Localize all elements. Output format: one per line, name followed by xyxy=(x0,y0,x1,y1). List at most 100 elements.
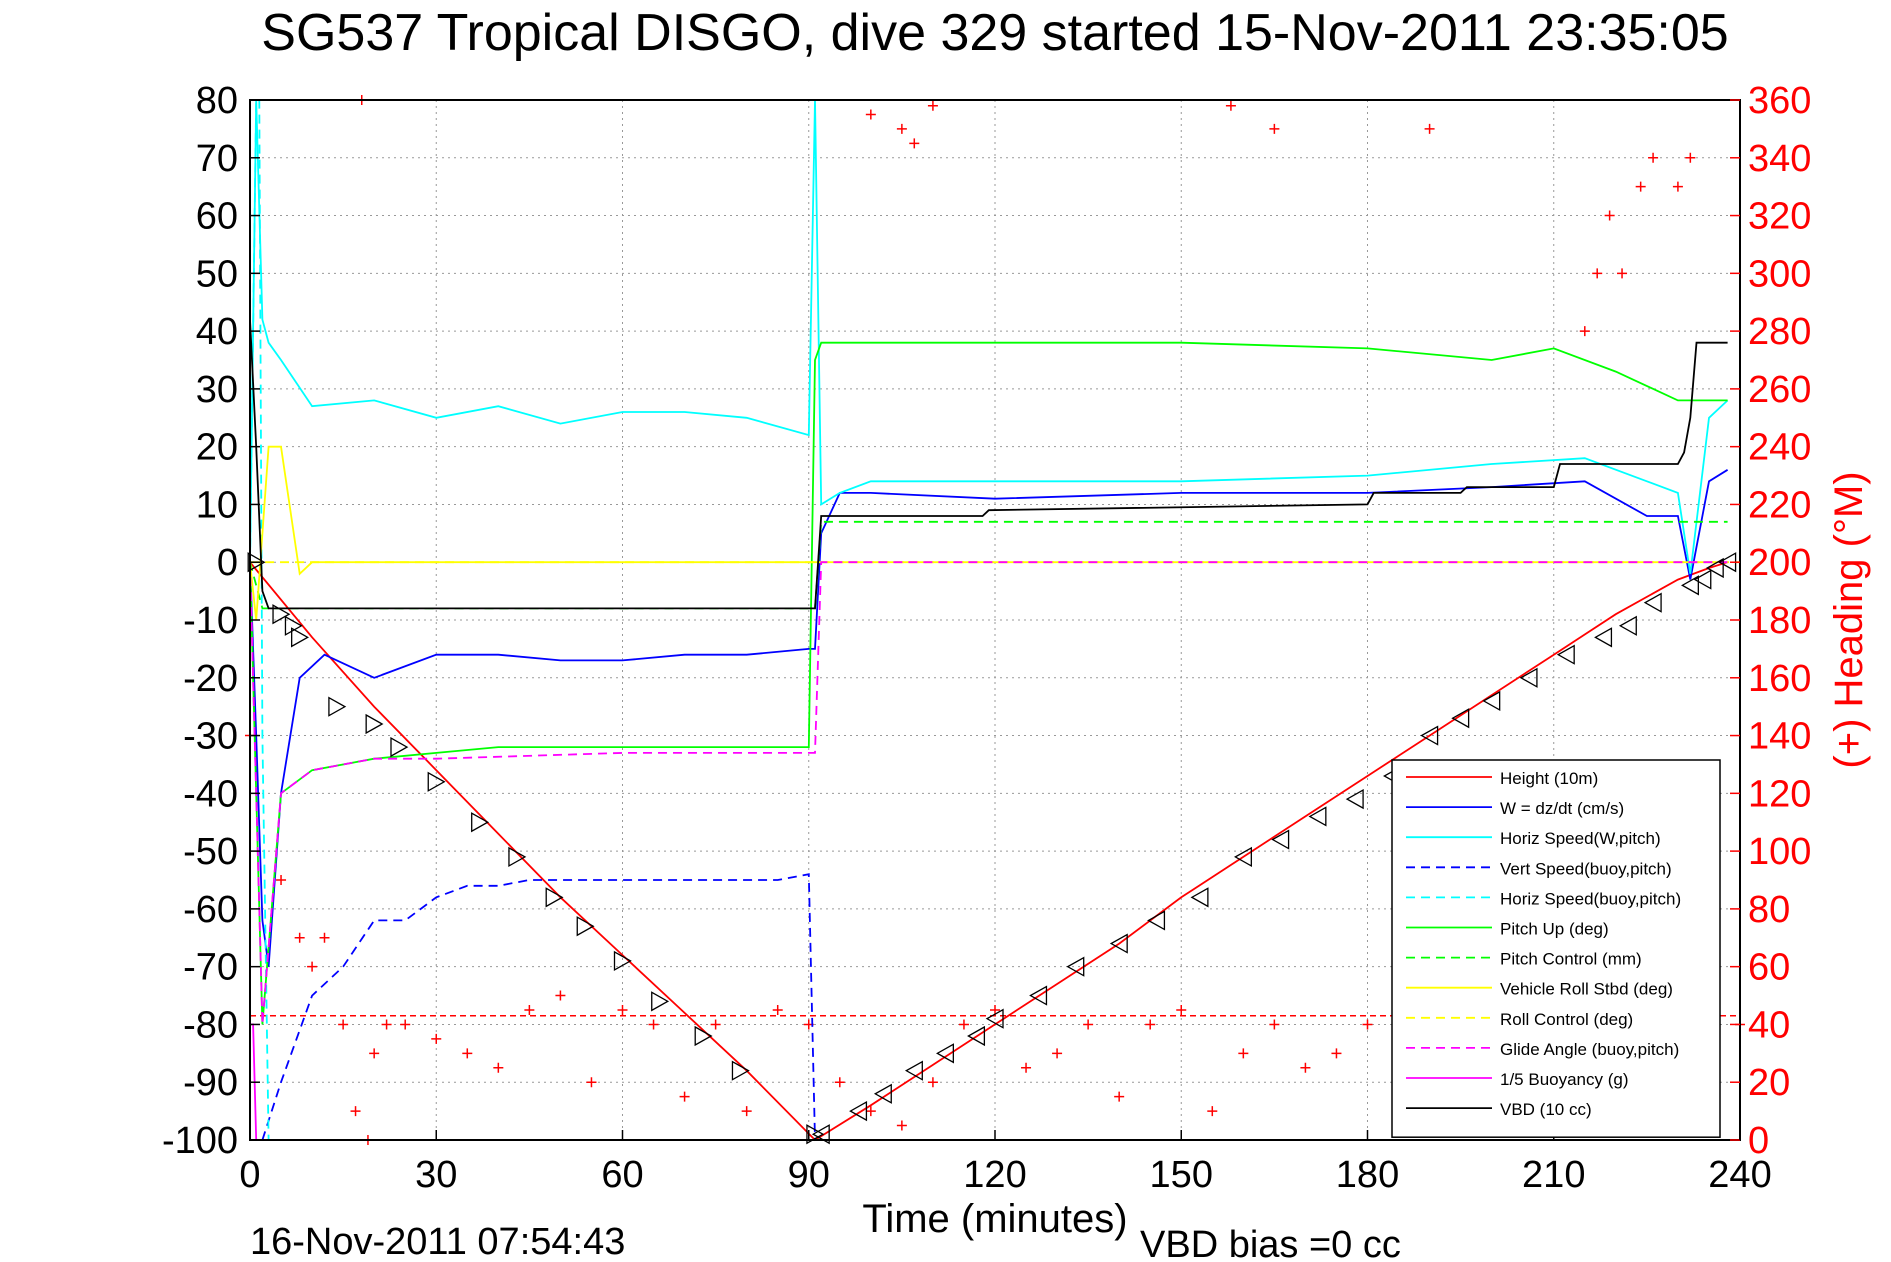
vbd-marker xyxy=(1308,806,1327,827)
vbd-marker xyxy=(1234,846,1252,868)
y-tick-label: 0 xyxy=(217,542,238,584)
heading-point xyxy=(927,1077,938,1088)
heading-point xyxy=(1269,1019,1280,1030)
vbd-marker xyxy=(1066,956,1085,977)
heading-point xyxy=(1114,1091,1125,1102)
y2-tick-label: 140 xyxy=(1748,716,1811,758)
footer-timestamp: 16-Nov-2011 07:54:43 xyxy=(250,1221,625,1262)
y2-axis-label: (+) Heading (°M) xyxy=(1827,471,1871,768)
vbd-marker xyxy=(1029,985,1048,1006)
x-axis: 0 30 60 90 120 150 180 210 240 xyxy=(239,1130,1772,1196)
vbd-marker xyxy=(365,713,384,735)
series-line xyxy=(249,445,1728,621)
heading-point xyxy=(586,1077,597,1088)
y-tick-label: -100 xyxy=(162,1120,238,1162)
legend-label: VBD (10 cc) xyxy=(1500,1100,1592,1119)
heading-point xyxy=(1207,1106,1218,1117)
heading-point xyxy=(958,1019,969,1030)
vbd-marker xyxy=(651,991,670,1012)
vbd-marker xyxy=(1451,708,1470,729)
y-axis: -100-90-80-70-60-50-40-30-20-10010203040… xyxy=(162,80,260,1162)
y2-tick-label: 300 xyxy=(1748,253,1811,295)
vbd-marker xyxy=(390,736,409,758)
y2-tick-label: 360 xyxy=(1748,80,1811,122)
y2-tick-label: 240 xyxy=(1748,427,1811,469)
series-line xyxy=(249,319,1728,610)
y-tick-label: -50 xyxy=(183,831,238,873)
vbd-marker xyxy=(1190,887,1209,908)
vbd-marker xyxy=(272,604,291,625)
y2-tick-label: 340 xyxy=(1748,138,1811,180)
heading-point xyxy=(990,1005,1000,1015)
heading-point xyxy=(1592,268,1603,279)
heading-point xyxy=(1331,1048,1342,1059)
heading-point xyxy=(648,1019,659,1030)
heading-point xyxy=(772,1005,783,1015)
y2-axis: 0 20 40 60 80 100 120 140 160 180 200 220 240 260 280 3… xyxy=(1730,80,1811,1162)
heading-point xyxy=(1617,268,1628,279)
legend-box xyxy=(1391,759,1721,1138)
vbd-marker xyxy=(1681,575,1699,596)
heading-point xyxy=(1176,1005,1187,1015)
y2-tick-label: 80 xyxy=(1748,889,1790,931)
y-tick-label: 80 xyxy=(196,80,238,122)
vbd-marker xyxy=(849,1100,868,1122)
series-line xyxy=(261,873,816,1141)
heading-point xyxy=(319,932,330,943)
y2-tick-label: 280 xyxy=(1748,311,1811,353)
heading-point xyxy=(865,109,876,120)
vbd-marker xyxy=(873,1083,892,1104)
y-tick-label: -20 xyxy=(183,658,238,700)
vbd-marker xyxy=(1618,615,1637,636)
vbd-marker xyxy=(1693,569,1712,590)
heading-point xyxy=(462,1048,473,1059)
heading-point xyxy=(1052,1048,1063,1059)
vbd-marker xyxy=(1594,627,1613,648)
y2-tick-label: 20 xyxy=(1748,1062,1790,1104)
y2-tick-label: 160 xyxy=(1748,658,1811,700)
y-tick-label: 40 xyxy=(196,311,238,353)
y2-tick-label: 120 xyxy=(1748,773,1811,815)
vbd-marker xyxy=(1519,667,1538,688)
legend-label: Height (10m) xyxy=(1500,769,1598,788)
heading-point xyxy=(350,1106,361,1117)
y2-tick-label: 100 xyxy=(1748,831,1811,873)
vbd-marker xyxy=(613,950,632,972)
heading-point xyxy=(1635,181,1646,192)
vbd-marker xyxy=(427,771,446,792)
vbd-marker xyxy=(576,916,595,937)
vbd-marker xyxy=(545,887,564,908)
vbd-marker xyxy=(967,1025,986,1047)
heading-point xyxy=(865,1106,876,1117)
vbd-marker xyxy=(291,627,309,648)
heading-point xyxy=(896,1120,907,1131)
y-tick-label: 20 xyxy=(196,427,238,469)
legend-label: Vehicle Roll Stbd (deg) xyxy=(1500,980,1673,999)
vbd-marker xyxy=(1271,829,1290,850)
vbd-marker xyxy=(806,1124,825,1145)
vbd-marker xyxy=(1147,910,1166,931)
y2-tick-label: 200 xyxy=(1748,542,1811,584)
x-tick-label: 180 xyxy=(1336,1154,1399,1196)
y2-tick-label: 180 xyxy=(1748,600,1811,642)
vbd-marker xyxy=(731,1060,750,1081)
x-tick-label: 60 xyxy=(601,1154,643,1196)
heading-point xyxy=(927,100,938,111)
y-tick-label: 60 xyxy=(196,196,238,238)
heading-point xyxy=(1604,210,1615,221)
vbd-bias-label: VBD bias =0 cc xyxy=(1140,1224,1401,1262)
heading-point xyxy=(555,990,566,1001)
legend-label: Horiz Speed(buoy,pitch) xyxy=(1500,889,1681,908)
heading-point xyxy=(679,1091,690,1102)
heading-point xyxy=(294,932,305,943)
heading-point xyxy=(1648,152,1659,163)
vbd-marker xyxy=(1345,788,1364,810)
x-tick-label: 0 xyxy=(239,1154,260,1196)
y2-tick-label: 220 xyxy=(1748,484,1811,526)
heading-point xyxy=(617,1005,628,1015)
vbd-marker xyxy=(508,846,527,868)
vbd-marker xyxy=(471,812,490,833)
x-tick-label: 150 xyxy=(1150,1154,1213,1196)
y-tick-label: -80 xyxy=(183,1004,238,1046)
